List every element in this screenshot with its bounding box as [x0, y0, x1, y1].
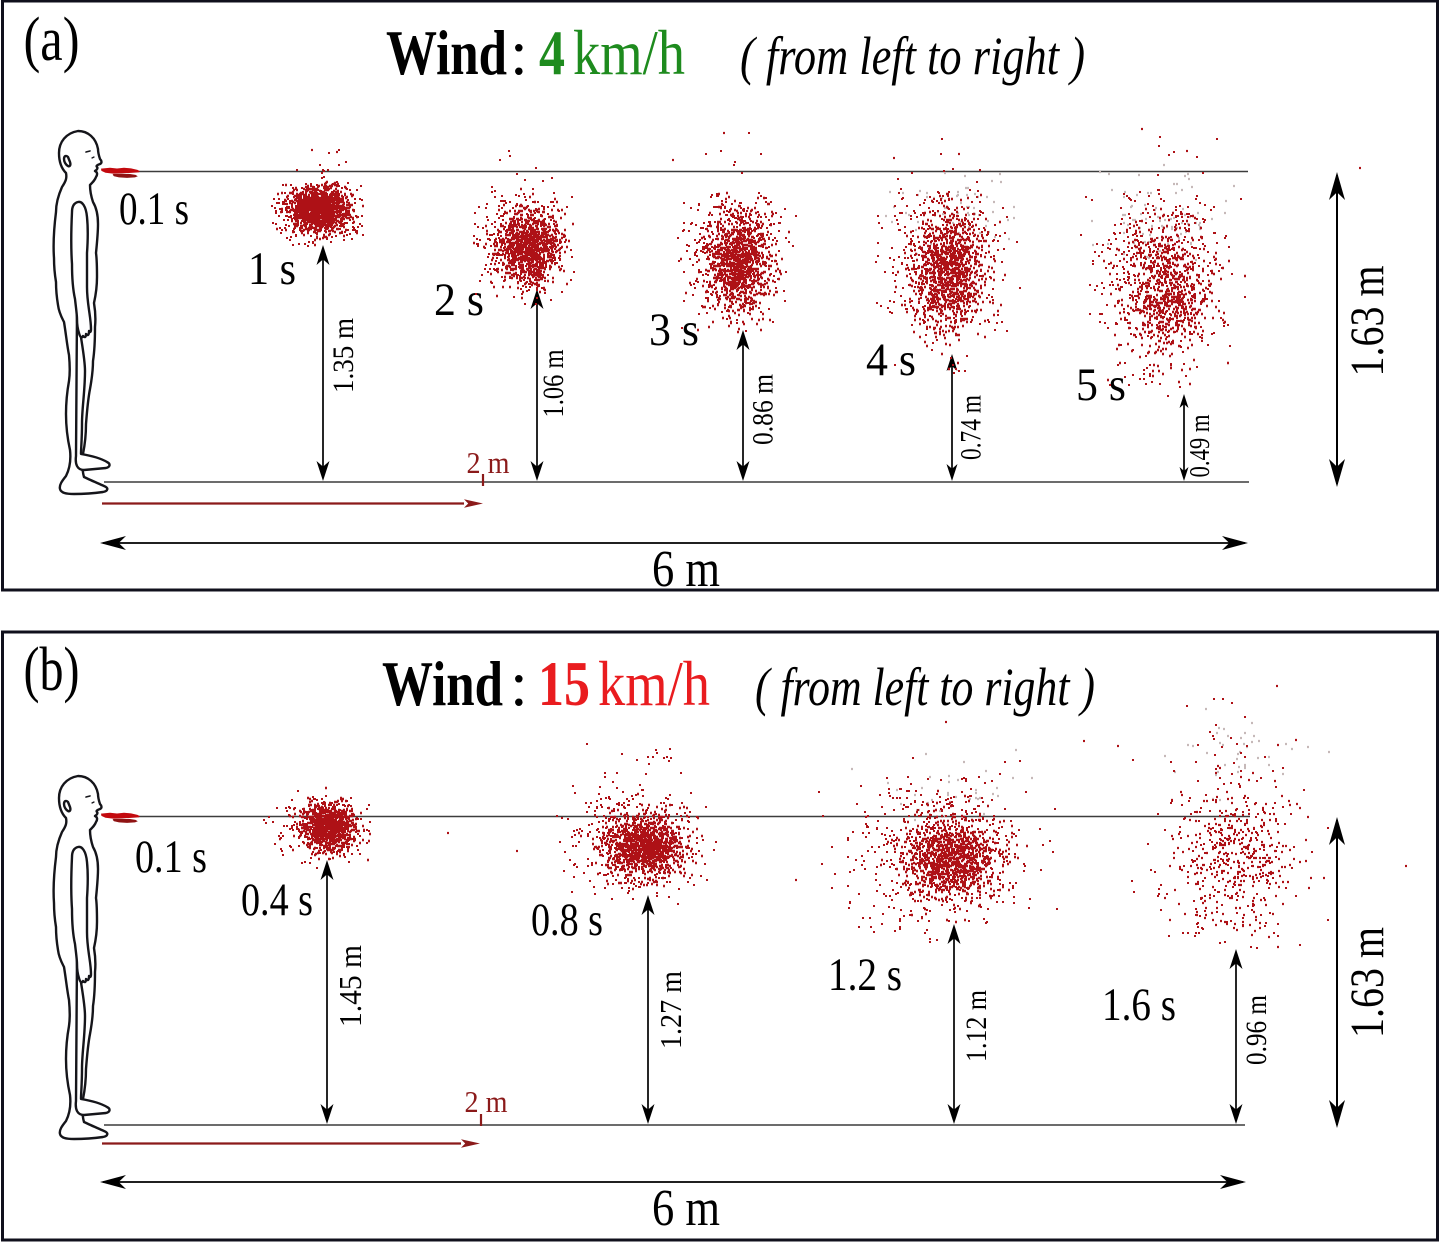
svg-text:km/h: km/h	[598, 648, 710, 719]
svg-text:1.63 m: 1.63 m	[1341, 266, 1394, 377]
svg-text:(a): (a)	[24, 6, 80, 74]
svg-text::: :	[510, 17, 528, 88]
svg-text:Wind: Wind	[386, 17, 507, 88]
svg-text:1.45 m: 1.45 m	[332, 945, 368, 1027]
svg-text:( from left to right ): ( from left to right )	[755, 657, 1095, 717]
svg-text:4 s: 4 s	[866, 334, 916, 386]
svg-text:1.63 m: 1.63 m	[1341, 927, 1394, 1038]
svg-text:0.1 s: 0.1 s	[135, 831, 207, 883]
svg-text:1.35 m: 1.35 m	[327, 318, 360, 393]
svg-text:2 m: 2 m	[467, 445, 510, 480]
svg-text:( from left to right ): ( from left to right )	[740, 26, 1085, 86]
svg-text::: :	[510, 648, 528, 719]
svg-text:1 s: 1 s	[248, 243, 296, 295]
svg-text:4: 4	[539, 17, 565, 88]
svg-text:6 m: 6 m	[652, 1180, 720, 1237]
svg-text:1.27 m: 1.27 m	[653, 971, 688, 1049]
svg-text:km/h: km/h	[573, 17, 685, 88]
svg-text:(b): (b)	[24, 636, 80, 704]
svg-text:1.12 m: 1.12 m	[960, 990, 993, 1062]
svg-text:2 m: 2 m	[465, 1084, 508, 1119]
svg-text:0.8 s: 0.8 s	[531, 894, 603, 946]
svg-text:0.1 s: 0.1 s	[119, 183, 189, 235]
svg-text:0.74 m: 0.74 m	[955, 395, 988, 460]
svg-text:0.49 m: 0.49 m	[1185, 414, 1216, 477]
svg-text:0.86 m: 0.86 m	[747, 374, 780, 445]
svg-text:1.2 s: 1.2 s	[828, 949, 902, 1001]
svg-text:Wind: Wind	[382, 648, 503, 719]
svg-text:6 m: 6 m	[652, 541, 720, 598]
svg-text:15: 15	[538, 648, 590, 719]
svg-text:2 s: 2 s	[434, 274, 484, 326]
svg-text:0.96 m: 0.96 m	[1240, 995, 1273, 1065]
svg-text:1.6 s: 1.6 s	[1102, 979, 1176, 1031]
svg-text:0.4 s: 0.4 s	[241, 874, 313, 926]
svg-text:1.06 m: 1.06 m	[537, 350, 570, 418]
svg-text:5 s: 5 s	[1076, 359, 1126, 411]
svg-text:3 s: 3 s	[649, 304, 699, 356]
